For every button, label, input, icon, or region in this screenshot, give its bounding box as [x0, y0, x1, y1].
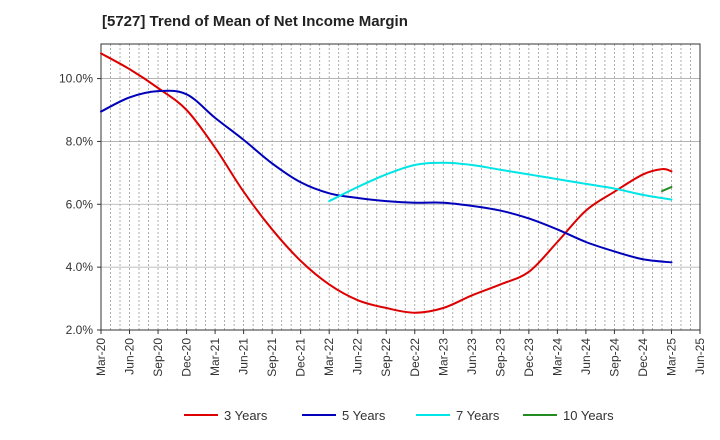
x-tick-label: Dec-23 — [522, 338, 536, 377]
x-tick-label: Mar-25 — [664, 338, 678, 376]
x-tick-label: Sep-22 — [379, 338, 393, 377]
x-tick-label: Dec-22 — [408, 338, 422, 377]
x-tick-label: Jun-25 — [693, 338, 707, 375]
plot-frame — [100, 43, 701, 331]
series-lines — [100, 52, 673, 314]
x-tick-label: Dec-24 — [636, 338, 650, 377]
x-tick-label: Jun-23 — [465, 338, 479, 375]
legend-label: 5 Years — [342, 408, 386, 423]
x-tick-label: Sep-20 — [151, 338, 165, 377]
series-line-5-years — [100, 89, 673, 264]
x-tick-label: Mar-23 — [436, 338, 450, 376]
series-line-3-years — [100, 52, 673, 314]
y-tick-label: 2.0% — [66, 323, 94, 337]
x-tick-label: Mar-22 — [322, 338, 336, 376]
x-tick-label: Jun-21 — [237, 338, 251, 375]
y-tick-label: 8.0% — [66, 134, 94, 148]
legend-item-5-years: 5 Years — [302, 408, 386, 423]
series-line-7-years — [328, 161, 673, 203]
x-tick-label: Dec-20 — [180, 338, 194, 377]
x-tick-label: Jun-20 — [123, 338, 137, 375]
x-tick-label: Mar-20 — [94, 338, 108, 376]
x-tick-label: Mar-24 — [550, 338, 564, 376]
legend-item-7-years: 7 Years — [416, 408, 500, 423]
y-tick-label: 4.0% — [66, 260, 94, 274]
y-tick-label: 6.0% — [66, 197, 94, 211]
x-tick-label: Sep-24 — [607, 338, 621, 377]
legend-label: 7 Years — [456, 408, 500, 423]
x-tick-label: Sep-21 — [265, 338, 279, 377]
legend: 3 Years 5 Years 7 Years 10 Years — [184, 408, 614, 423]
legend-item-3-years: 3 Years — [184, 408, 268, 423]
legend-label: 3 Years — [224, 408, 268, 423]
y-tick-label: 10.0% — [59, 72, 93, 86]
x-tick-label: Sep-23 — [493, 338, 507, 377]
legend-item-10-years: 10 Years — [523, 408, 614, 423]
axes: 2.0% 4.0% 6.0% 8.0% 10.0% Mar-20 Jun-20 Sep-20 D… — [59, 43, 707, 377]
x-tick-label: Mar-21 — [208, 338, 222, 376]
series-line-10-years — [661, 186, 673, 193]
legend-label: 10 Years — [563, 408, 614, 423]
chart-title: [5727] Trend of Mean of Net Income Margi… — [102, 13, 408, 30]
x-tick-label: Jun-22 — [351, 338, 365, 375]
x-tick-label: Dec-21 — [294, 338, 308, 377]
x-tick-label: Jun-24 — [579, 338, 593, 375]
